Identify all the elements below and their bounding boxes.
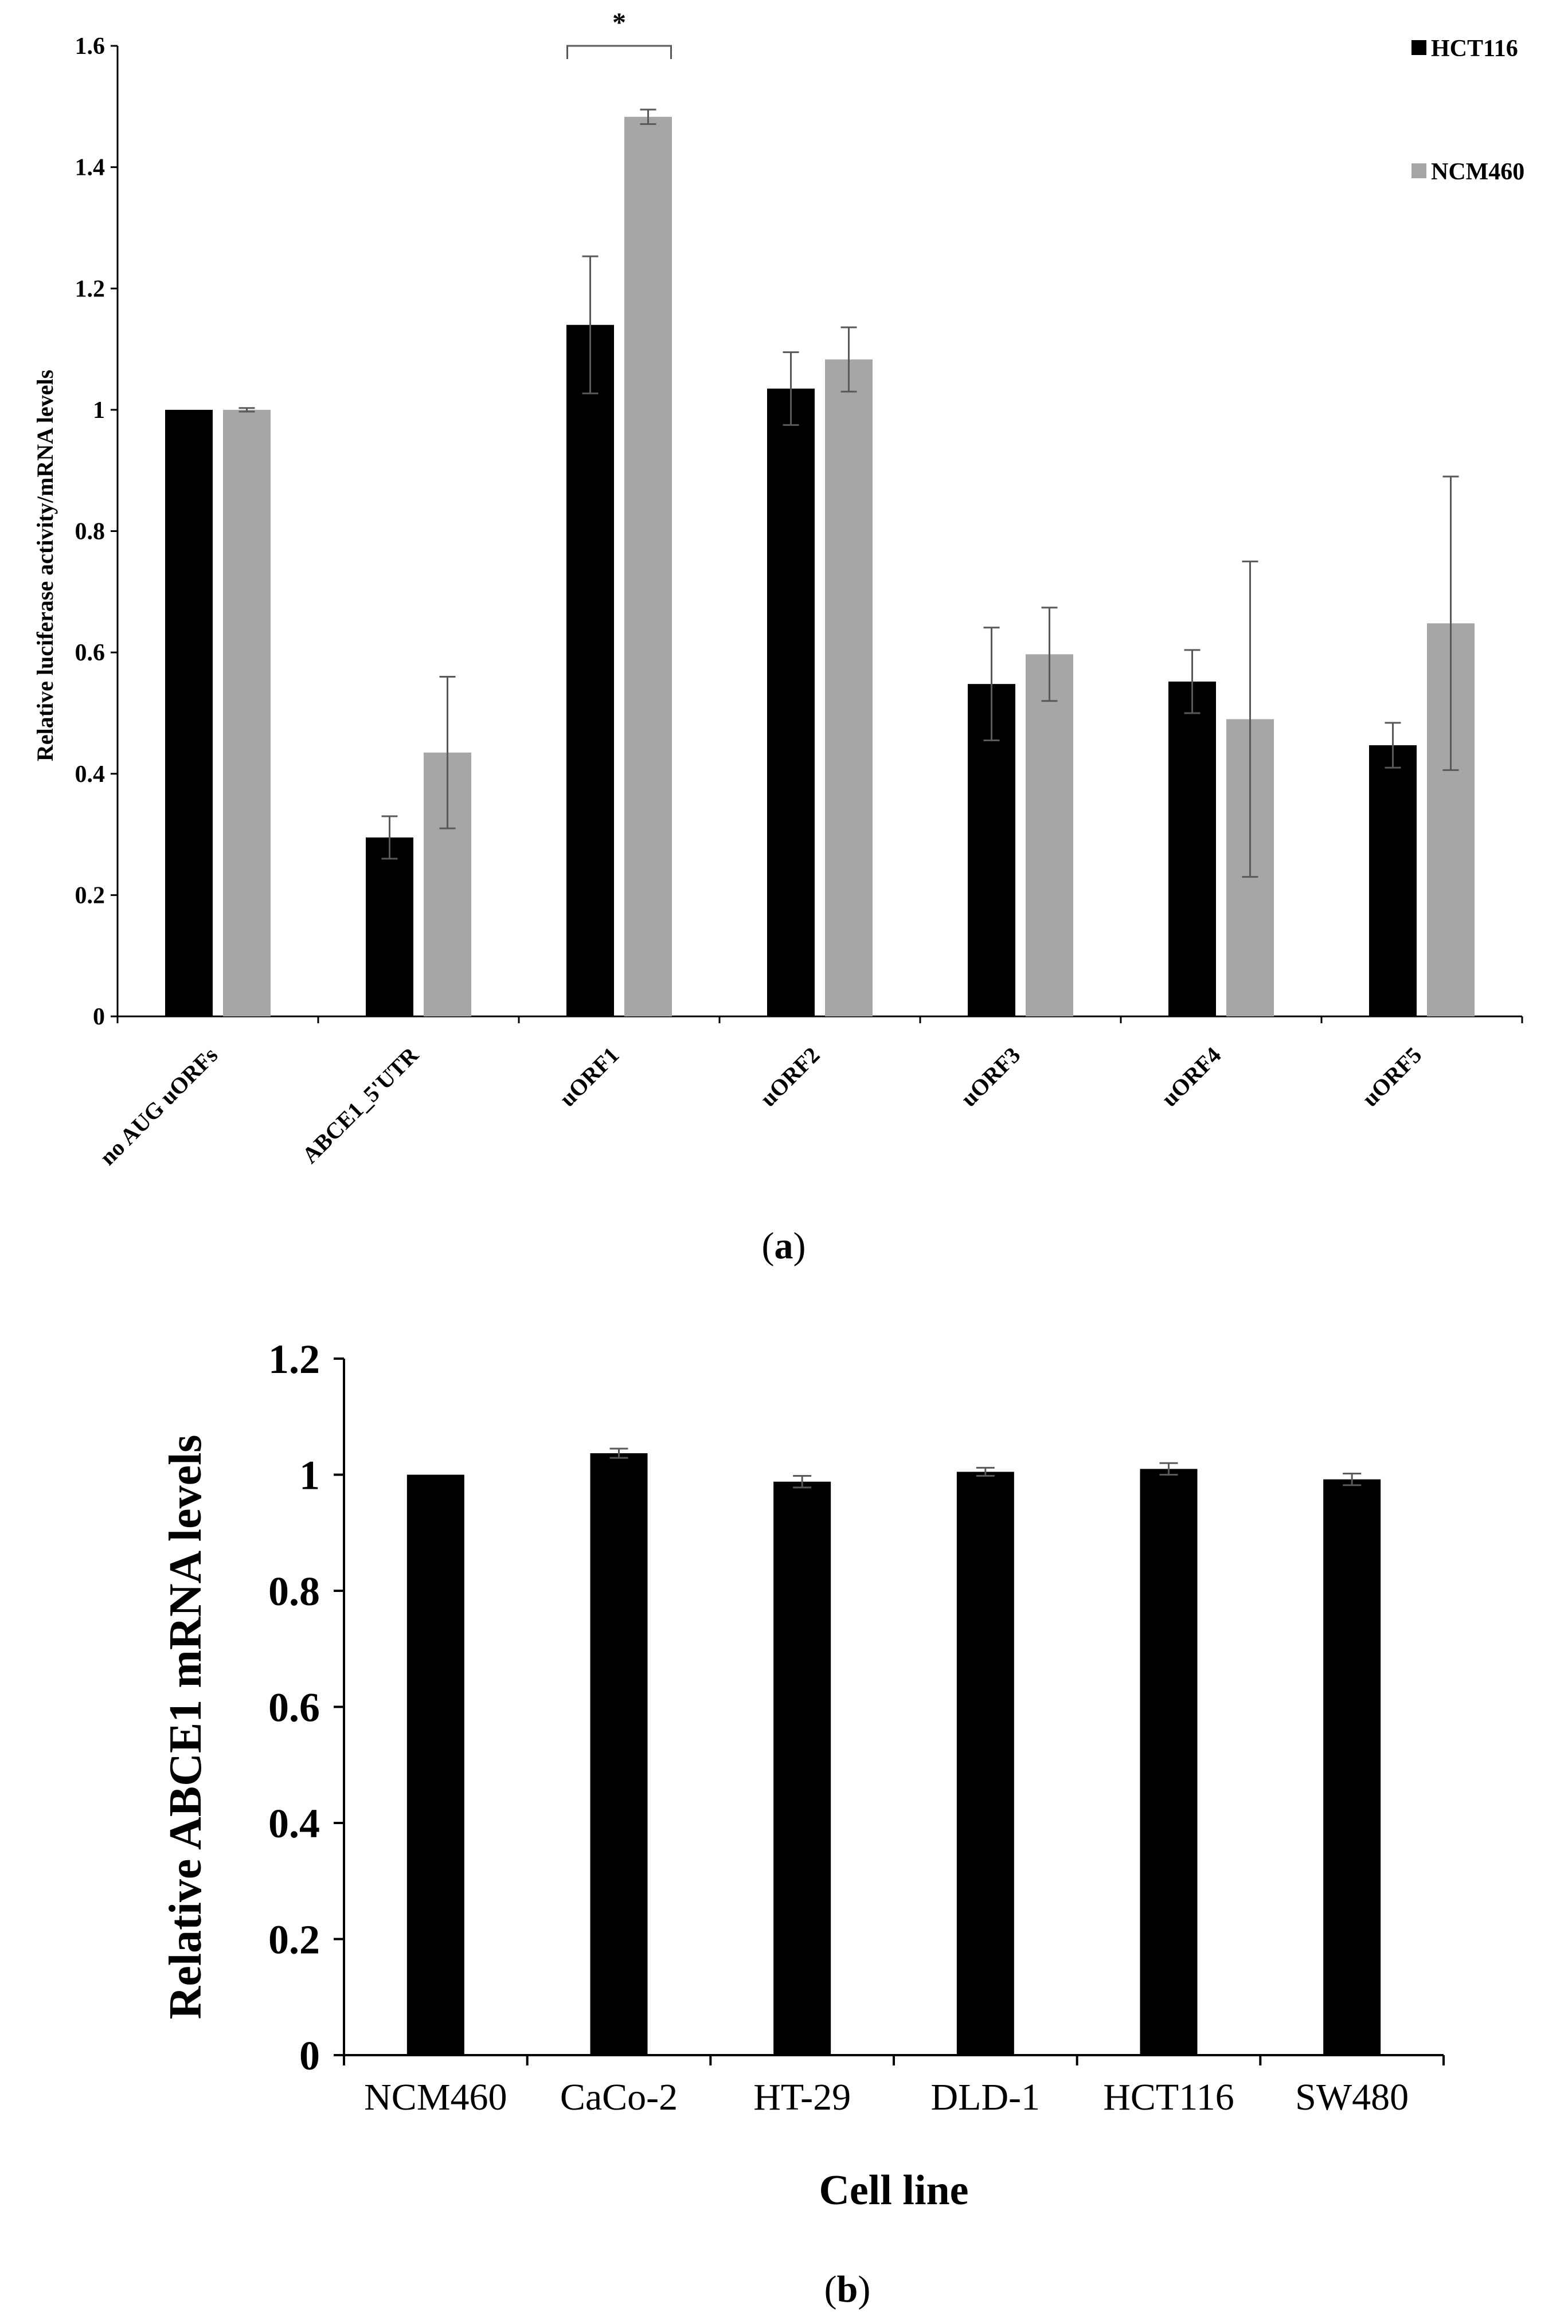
bar-ncm460-uorf3: [1026, 654, 1073, 1016]
x-category-label: SW480: [1295, 2076, 1409, 2118]
panel-label-b: (b): [824, 2268, 871, 2310]
x-category-label: uORF2: [755, 1042, 824, 1112]
bar-hct116-uorf1: [566, 324, 614, 1016]
y-tick-label: 0.2: [75, 882, 105, 909]
y-tick-label: 0.4: [268, 1801, 320, 1846]
y-tick-label: 1.4: [75, 155, 105, 181]
bar-ncm460-no-aug-uorfs: [223, 409, 271, 1016]
x-category-label: no AUG uORFs: [95, 1042, 223, 1171]
significance-bracket: [566, 45, 672, 59]
x-axis-label: Cell line: [819, 2167, 968, 2214]
bar-ht-29: [773, 1481, 831, 2055]
bar-ncm460-uorf1: [624, 116, 672, 1016]
y-tick-label: 1.2: [75, 276, 105, 302]
y-tick-label: 1.6: [75, 33, 105, 60]
x-category-label: uORF1: [554, 1042, 624, 1112]
y-tick-label: 1.2: [268, 1336, 320, 1382]
y-tick-label: 0: [299, 2033, 320, 2079]
x-category-label: ABCE1_5'UTR: [297, 1042, 424, 1168]
y-axis-label: Relative luciferase activity/mRNA levels: [32, 370, 58, 761]
y-tick-label: 0.4: [75, 761, 105, 788]
bar-hct116-abce1-5-utr: [366, 837, 413, 1016]
y-tick-label: 1: [299, 1453, 320, 1499]
legend-label-hct116: HCT116: [1431, 36, 1518, 62]
panel-label-a: (a): [762, 1225, 806, 1267]
bar-ncm460: [406, 1474, 464, 2055]
y-axis-label: Relative ABCE1 mRNA levels: [161, 1435, 211, 2020]
x-category-label: uORF4: [1156, 1042, 1226, 1112]
bar-ncm460-uorf2: [825, 359, 873, 1017]
legend-swatch-hct116: [1411, 40, 1426, 55]
bar-dld-1: [956, 1472, 1014, 2055]
x-category-label: CaCo-2: [560, 2076, 678, 2118]
x-category-label: HCT116: [1103, 2076, 1234, 2118]
bar-hct116-uorf5: [1369, 745, 1417, 1016]
y-tick-label: 0: [93, 1004, 105, 1030]
bar-hct116-no-aug-uorfs: [165, 409, 213, 1016]
legend-swatch-ncm460: [1411, 163, 1426, 178]
y-tick-label: 0.8: [268, 1568, 320, 1614]
bar-hct116-uorf4: [1168, 681, 1216, 1016]
x-category-label: uORF5: [1357, 1042, 1426, 1112]
y-tick-label: 0.6: [75, 640, 105, 666]
significance-star: *: [612, 7, 626, 38]
y-tick-label: 0.8: [75, 519, 105, 545]
x-category-label: uORF3: [956, 1042, 1025, 1112]
bar-hct116: [1140, 1469, 1198, 2055]
chart-a-luciferase: 0 0.2 0.4 0.6 0.8 1 1.2 1.4 1.6 no AUG uORFs ABCE1…: [32, 7, 1524, 1267]
bar-hct116-uorf2: [767, 388, 815, 1017]
y-tick-label: 1: [93, 397, 105, 424]
bar-caco-2: [590, 1453, 648, 2055]
x-category-label: DLD-1: [931, 2076, 1041, 2118]
x-category-label: HT-29: [753, 2076, 851, 2118]
legend-label-ncm460: NCM460: [1431, 159, 1524, 185]
y-tick-label: 0.6: [268, 1685, 320, 1731]
chart-b-abce1-mrna: 0 0.2 0.4 0.6 0.8 1 1.2 NCM460 CaCo-2 HT-29 DLD-1 H…: [161, 1336, 1445, 2310]
y-tick-label: 0.2: [268, 1917, 320, 1963]
bar-sw480: [1323, 1479, 1381, 2055]
x-category-label: NCM460: [364, 2076, 507, 2118]
